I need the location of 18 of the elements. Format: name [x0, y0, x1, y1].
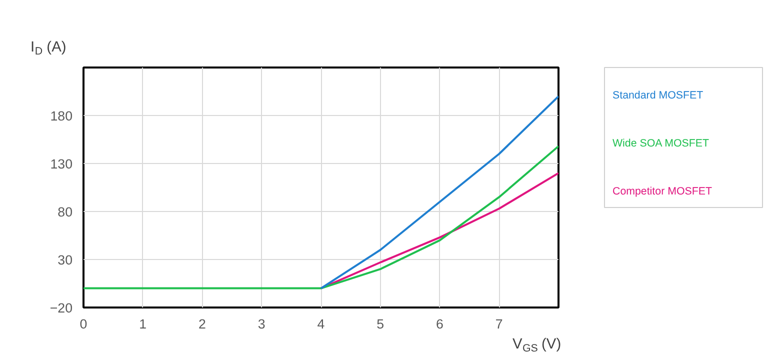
line-series [320, 95, 558, 290]
text: Standard MOSFET [612, 90, 704, 102]
y-tick-label: 130 [50, 156, 73, 172]
line-series [84, 145, 558, 290]
x-tick-label: 1 [139, 316, 147, 332]
y-tick-label: 180 [50, 108, 73, 124]
x-tick-label: 3 [258, 316, 266, 332]
y-tick-label: −20 [50, 300, 72, 316]
x-tick-label: 4 [317, 316, 326, 332]
x-tick-label: 6 [436, 316, 444, 332]
x-tick-label: 7 [495, 316, 503, 332]
y-tick-label: 80 [58, 204, 73, 220]
x-tick-label: 0 [80, 316, 88, 332]
y-tick-label: 30 [58, 252, 73, 268]
text: Competitor MOSFET [612, 186, 712, 198]
text: Wide SOA MOSFET [612, 138, 710, 150]
x-tick-label: 2 [198, 316, 206, 332]
x-tick-label: 5 [376, 316, 384, 332]
